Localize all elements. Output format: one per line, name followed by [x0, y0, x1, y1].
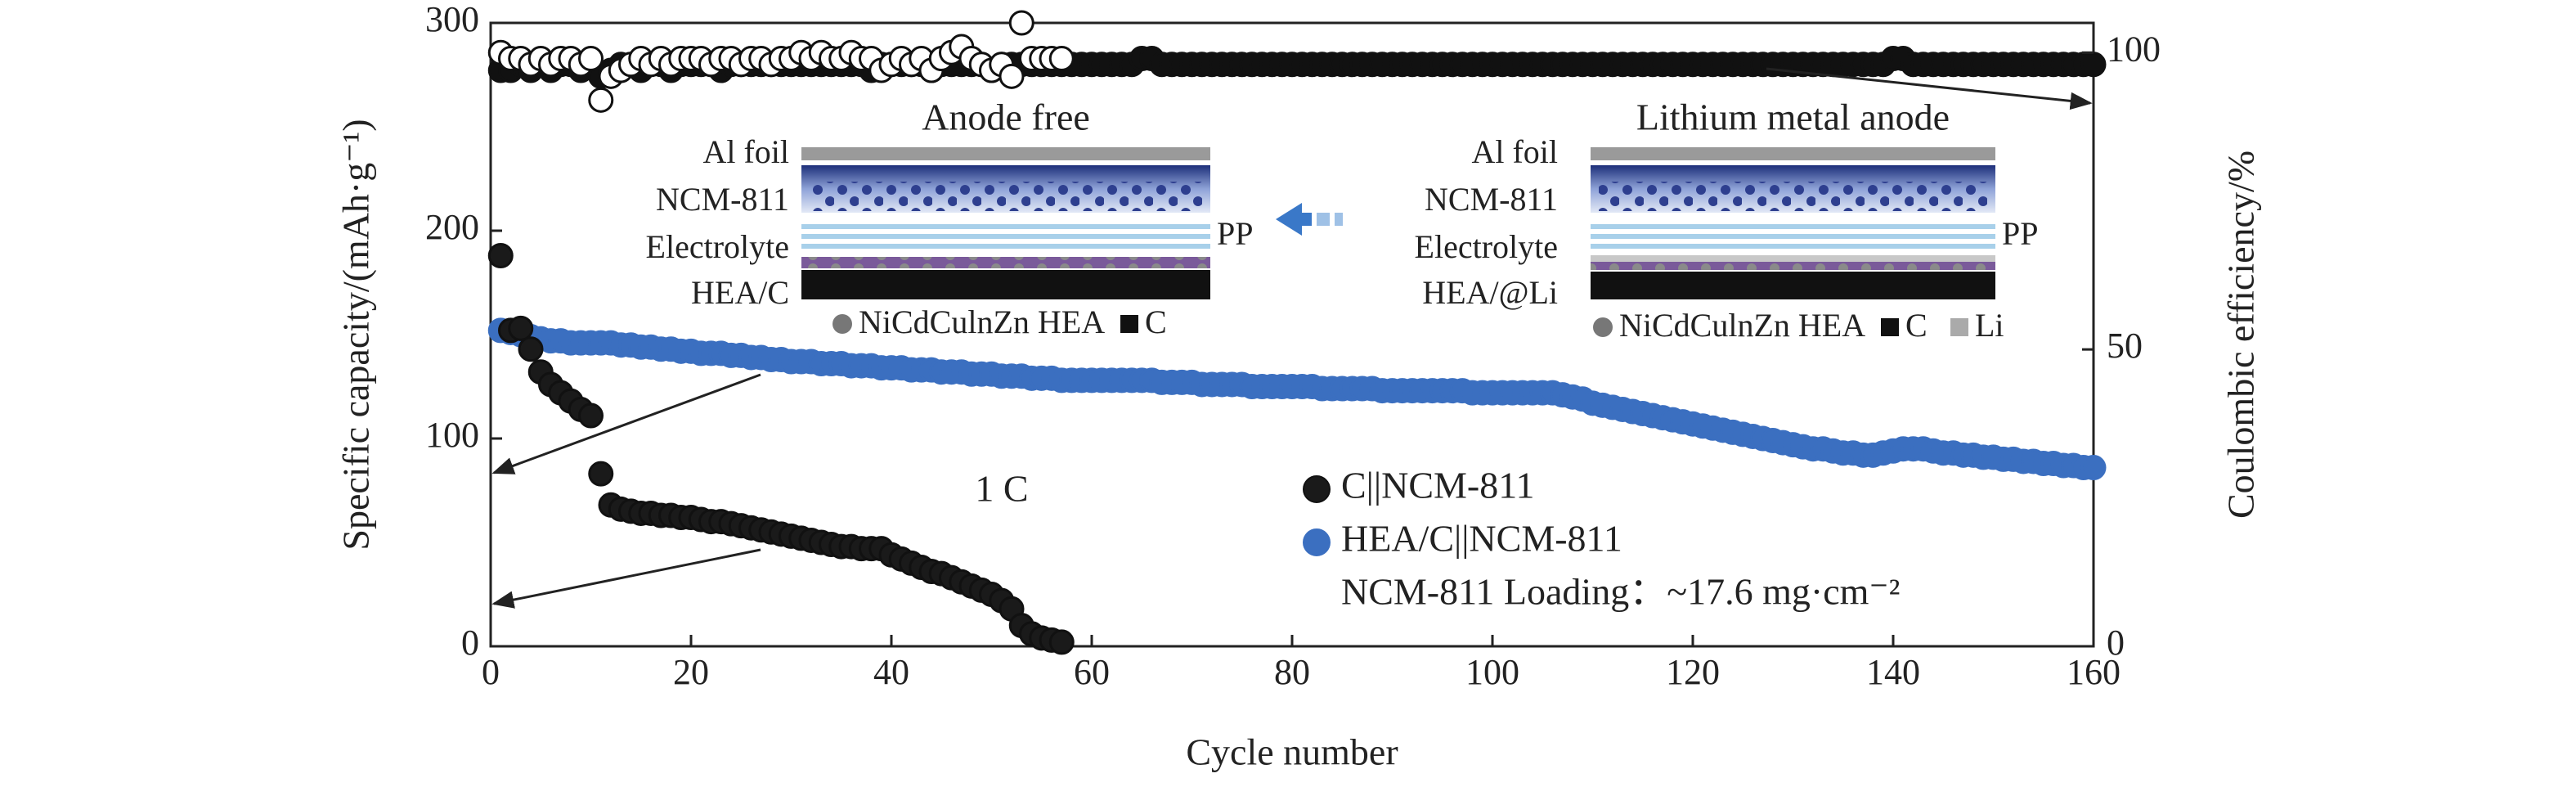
layer-c: [801, 270, 1210, 299]
data-point: [588, 461, 614, 487]
y-tick-label: 100: [425, 415, 479, 455]
y2-axis-title: Coulombic efficiency/%: [2220, 151, 2262, 519]
data-point: [2080, 52, 2107, 78]
insets: [801, 147, 1995, 337]
pointer-arrows: [491, 67, 2093, 609]
layer-label: Electrolyte: [646, 228, 789, 265]
y2-tick-label: 50: [2107, 326, 2143, 366]
x-tick-label: 160: [2067, 652, 2120, 692]
layer-label: NCM-811: [1425, 181, 1558, 218]
data-point: [487, 242, 514, 268]
legend-marker: [1303, 475, 1331, 503]
data-point: [578, 402, 604, 429]
layer-c: [1591, 272, 1995, 299]
y-axis-title: Specific capacity/(mAh·g⁻¹): [335, 119, 377, 550]
y-tick-label: 200: [425, 207, 479, 247]
y-tick-label: 0: [461, 623, 479, 663]
layer-pp: [1591, 224, 1995, 229]
data-point: [2080, 455, 2107, 481]
x-tick-label: 120: [1666, 652, 1720, 692]
inset-legend-label: C: [1905, 307, 1928, 344]
x-tick-label: 0: [482, 652, 500, 692]
x-tick-label: 20: [673, 652, 709, 692]
x-tick-label: 100: [1465, 652, 1519, 692]
layer-pp: [801, 224, 1210, 229]
inset-lithium: [1591, 147, 1995, 337]
layer-label: Electrolyte: [1415, 228, 1558, 265]
layer-pp: [801, 244, 1210, 249]
x-tick-label: 60: [1074, 652, 1110, 692]
data-point: [1008, 10, 1034, 36]
legend-label: HEA/C||NCM-811: [1341, 518, 1622, 560]
layer-pp: [1591, 244, 1995, 249]
legend-icon: [1593, 317, 1613, 337]
inset-legend-label: NiCdCulnZn HEA: [1619, 307, 1865, 344]
direction-arrow: [1276, 203, 1343, 236]
data-point: [1048, 629, 1075, 655]
layer-li: [1591, 255, 1995, 262]
layer-al: [1591, 147, 1995, 160]
y2-tick-label: 100: [2107, 29, 2161, 69]
layer-label: Al foil: [1471, 133, 1558, 170]
legend-icon: [1950, 318, 1968, 336]
annotation: NCM-811 Loading：~17.6 mg·cm⁻²: [1341, 571, 1900, 613]
legend-icon: [1120, 315, 1138, 333]
inset-anode-free: [801, 147, 1210, 334]
data-point: [588, 87, 614, 113]
layer-pp: [801, 234, 1210, 239]
layer-hea: [801, 257, 1210, 268]
legend-icon: [1881, 318, 1899, 336]
legend-label: C||NCM-811: [1341, 465, 1535, 506]
data-point: [1048, 46, 1075, 72]
layer-label: HEA/@Li: [1422, 274, 1558, 311]
inset-legend-label: NiCdCulnZn HEA: [859, 304, 1105, 340]
layer-label: HEA/C: [691, 274, 789, 311]
separator-label: PP: [2002, 215, 2039, 252]
data-point: [518, 336, 544, 362]
inset-title: Anode free: [922, 97, 1090, 138]
data-layer: [487, 10, 2107, 655]
layer-al: [801, 147, 1210, 160]
layer-label: NCM-811: [656, 181, 789, 218]
layer-particles: [810, 182, 1202, 211]
legend-marker: [1303, 528, 1331, 556]
arrow: [491, 548, 761, 609]
inset-legend-label: C: [1145, 304, 1167, 340]
y2-tick-label: 0: [2107, 623, 2125, 663]
arrow: [491, 373, 761, 474]
x-tick-label: 40: [873, 652, 909, 692]
separator-label: PP: [1217, 215, 1254, 252]
layer-particles: [1599, 182, 1987, 211]
x-tick-label: 80: [1274, 652, 1310, 692]
legend-icon: [832, 314, 852, 334]
y-tick-label: 300: [425, 0, 479, 39]
layer-label: Al foil: [702, 133, 789, 170]
layer-pp: [1591, 234, 1995, 239]
x-axis-title: Cycle number: [1186, 731, 1398, 773]
data-point: [578, 46, 604, 72]
inset-legend-label: Li: [1975, 307, 2004, 344]
layer-hea: [1591, 262, 1995, 270]
x-tick-label: 140: [1866, 652, 1920, 692]
arrow: [1766, 67, 2093, 110]
data-point: [999, 63, 1025, 89]
annotation: 1 C: [975, 468, 1028, 510]
inset-title: Lithium metal anode: [1636, 97, 1950, 138]
data-point: [508, 315, 534, 341]
